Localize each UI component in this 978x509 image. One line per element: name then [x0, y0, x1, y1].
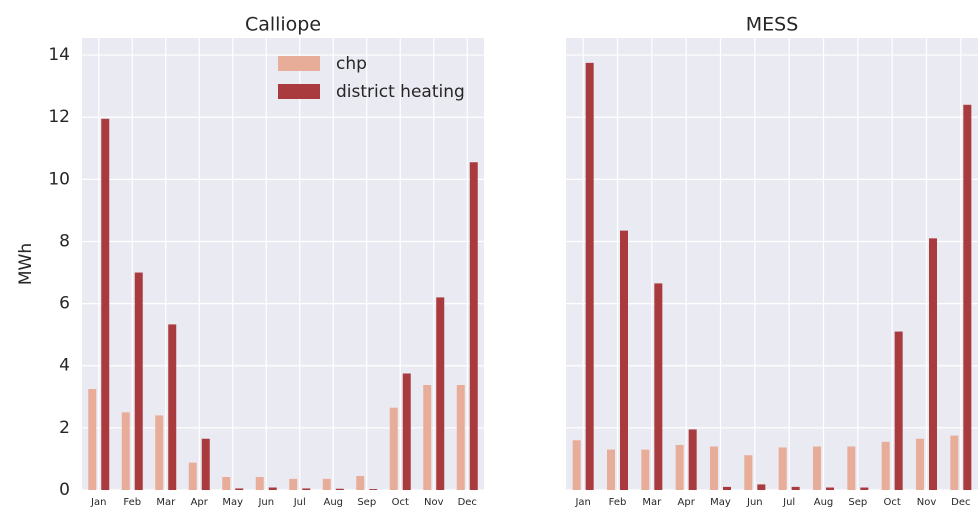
x-tick-label: Nov: [917, 497, 937, 508]
bar: [688, 429, 697, 490]
legend-swatch: [278, 84, 320, 99]
bar: [188, 462, 197, 490]
chart-title: MESS: [746, 14, 799, 36]
bar: [963, 104, 972, 490]
x-tick-label: May: [710, 497, 731, 508]
bar: [235, 488, 244, 490]
plot-background: [566, 38, 978, 490]
bar: [389, 407, 398, 490]
bar: [369, 489, 378, 490]
bar: [710, 446, 718, 490]
y-tick-label: 4: [59, 356, 70, 376]
bar: [620, 230, 628, 491]
y-tick-label: 6: [59, 294, 70, 314]
x-tick-label: Dec: [458, 497, 477, 508]
y-tick-label: 8: [59, 231, 70, 251]
x-tick-label: Sep: [357, 497, 376, 508]
x-tick-label: Nov: [424, 497, 444, 508]
bar: [134, 272, 143, 490]
bar: [723, 486, 731, 490]
x-tick-label: Jan: [90, 497, 106, 508]
bar: [847, 446, 856, 490]
x-tick-label: Feb: [123, 497, 141, 508]
bar: [456, 384, 465, 490]
bar: [654, 283, 663, 490]
bar: [791, 486, 800, 490]
x-tick-label: Mar: [642, 497, 662, 508]
bar: [88, 389, 97, 490]
bar: [860, 487, 869, 490]
bar: [916, 438, 924, 490]
bar: [255, 476, 264, 490]
x-tick-label: Aug: [323, 497, 343, 508]
bar: [302, 488, 311, 490]
bar: [826, 487, 834, 490]
x-tick-label: Aug: [814, 497, 834, 508]
x-tick-label: Jun: [257, 497, 274, 508]
bar: [121, 412, 130, 490]
x-tick-label: Jul: [293, 497, 306, 508]
legend-label: district heating: [336, 82, 465, 102]
bar: [268, 487, 277, 490]
y-axis-label: MWh: [16, 243, 36, 285]
bar: [950, 435, 959, 490]
bar: [222, 476, 231, 490]
bar: [744, 455, 753, 490]
x-tick-label: May: [222, 497, 243, 508]
y-tick-label: 10: [48, 169, 70, 189]
bar: [641, 449, 650, 490]
bar: [585, 62, 594, 490]
bar: [929, 238, 937, 490]
bar: [778, 447, 787, 490]
y-tick-label: 0: [59, 480, 70, 500]
x-tick-label: Apr: [191, 497, 209, 508]
bar: [572, 440, 581, 490]
bar: [289, 478, 298, 490]
bar: [201, 438, 210, 490]
bar: [675, 444, 684, 490]
bar: [101, 118, 110, 490]
legend-label: chp: [336, 54, 367, 74]
bar: [155, 415, 164, 490]
bar: [168, 324, 177, 490]
x-tick-label: Dec: [951, 497, 970, 508]
y-tick-label: 2: [59, 418, 70, 438]
x-tick-label: Oct: [392, 497, 409, 508]
x-tick-label: Jul: [782, 497, 795, 508]
bar: [356, 476, 365, 490]
x-tick-label: Jan: [574, 497, 590, 508]
chart-title: Calliope: [245, 14, 321, 36]
legend-swatch: [278, 56, 320, 71]
bar: [881, 441, 890, 490]
bar: [322, 478, 331, 490]
bar: [335, 488, 344, 490]
y-tick-label: 12: [48, 107, 70, 127]
x-tick-label: Sep: [848, 497, 867, 508]
bar: [469, 162, 478, 490]
x-tick-label: Feb: [609, 497, 627, 508]
y-tick-label: 14: [48, 45, 70, 65]
x-tick-label: Apr: [678, 497, 696, 508]
x-tick-label: Oct: [884, 497, 901, 508]
plot-background: [82, 38, 484, 490]
bar: [402, 373, 411, 490]
x-tick-label: Mar: [156, 497, 176, 508]
bar: [813, 446, 821, 490]
bar: [423, 384, 432, 490]
bar: [894, 331, 903, 490]
bar: [607, 449, 615, 490]
x-tick-label: Jun: [746, 497, 763, 508]
bar: [436, 297, 445, 490]
bar: [757, 484, 766, 490]
